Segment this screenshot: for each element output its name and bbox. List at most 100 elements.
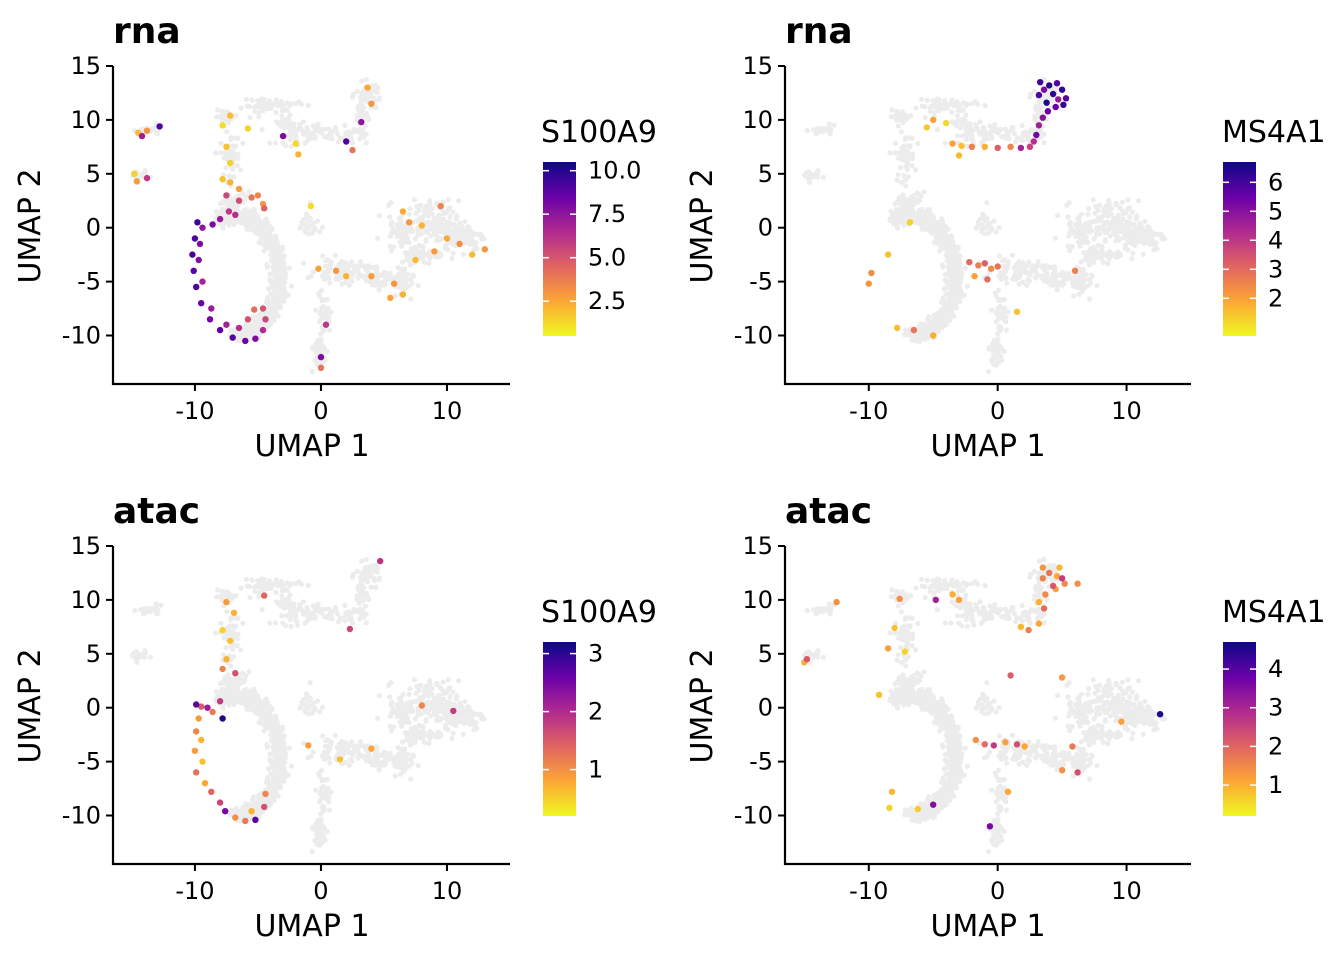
expression-point bbox=[206, 316, 214, 323]
colorbar-tick-label: 7.5 bbox=[588, 200, 626, 228]
expression-point bbox=[984, 276, 991, 283]
expression-point bbox=[469, 251, 476, 258]
background-cell bbox=[402, 266, 408, 272]
expression-point bbox=[1007, 143, 1014, 150]
background-cell bbox=[269, 789, 275, 795]
expression-point bbox=[208, 305, 215, 312]
background-cell bbox=[262, 712, 268, 718]
background-cell bbox=[255, 805, 261, 811]
background-cell bbox=[891, 219, 898, 225]
background-cell bbox=[915, 140, 921, 146]
y-tick-label: 5 bbox=[86, 160, 101, 188]
x-tick-label: 10 bbox=[432, 397, 463, 425]
background-cell bbox=[252, 109, 258, 115]
background-cell bbox=[268, 227, 274, 233]
background-cell bbox=[922, 115, 928, 121]
background-cell bbox=[895, 172, 901, 178]
expression-point bbox=[1037, 79, 1044, 86]
expression-point bbox=[988, 265, 995, 272]
background-cell bbox=[296, 126, 302, 132]
expression-point bbox=[244, 316, 252, 323]
background-cell bbox=[820, 174, 827, 180]
background-cell bbox=[921, 189, 927, 195]
expression-point bbox=[317, 353, 325, 361]
expression-point bbox=[227, 112, 234, 119]
background-cell bbox=[1061, 281, 1067, 287]
background-cell bbox=[250, 207, 256, 213]
expression-point bbox=[431, 248, 438, 255]
background-cell bbox=[266, 784, 272, 790]
background-cell bbox=[227, 214, 233, 220]
background-cell bbox=[266, 766, 272, 772]
background-cell bbox=[271, 772, 277, 778]
expression-point bbox=[368, 100, 375, 107]
expression-point bbox=[975, 262, 982, 269]
background-cell bbox=[243, 222, 249, 228]
background-cell bbox=[403, 257, 409, 263]
expression-point bbox=[235, 185, 243, 193]
background-cell bbox=[396, 276, 402, 282]
background-cell bbox=[934, 324, 941, 330]
background-cell bbox=[428, 233, 434, 239]
expression-point bbox=[242, 337, 249, 345]
background-cell bbox=[888, 209, 894, 215]
expression-point bbox=[262, 316, 269, 323]
background-cell bbox=[996, 253, 1003, 259]
background-cell bbox=[1119, 199, 1126, 205]
background-cell bbox=[305, 102, 312, 109]
background-cell bbox=[892, 140, 899, 146]
background-cell bbox=[264, 219, 270, 225]
expression-point bbox=[412, 256, 419, 264]
background-cell bbox=[223, 165, 229, 171]
expression-point bbox=[1040, 86, 1048, 93]
expression-point bbox=[906, 219, 914, 226]
expression-point bbox=[1058, 86, 1066, 93]
background-cell bbox=[410, 272, 416, 278]
background-cell bbox=[247, 218, 253, 224]
y-tick-label: -10 bbox=[734, 321, 773, 349]
background-cell bbox=[394, 221, 400, 227]
expression-point bbox=[191, 235, 199, 242]
background-cell bbox=[1093, 218, 1099, 224]
expression-point bbox=[143, 174, 151, 182]
background-cell bbox=[1108, 253, 1114, 259]
background-cell bbox=[405, 251, 411, 257]
expression-point bbox=[1030, 138, 1038, 145]
background-cell bbox=[244, 103, 250, 109]
background-cell bbox=[302, 226, 309, 233]
background-cell bbox=[337, 135, 343, 141]
background-cell bbox=[957, 261, 963, 267]
background-cell bbox=[238, 167, 244, 173]
background-cell bbox=[938, 232, 944, 238]
background-cell bbox=[998, 276, 1004, 282]
background-cell bbox=[269, 761, 275, 767]
background-cell bbox=[376, 213, 382, 219]
background-cell bbox=[1000, 309, 1007, 315]
background-cell bbox=[287, 112, 293, 118]
expression-point bbox=[279, 132, 287, 140]
expression-point bbox=[958, 142, 965, 149]
background-cell bbox=[934, 127, 940, 133]
background-cell bbox=[326, 267, 332, 273]
background-cell bbox=[425, 202, 431, 208]
background-cell bbox=[427, 198, 433, 204]
background-cell bbox=[898, 198, 904, 204]
background-cell bbox=[214, 209, 220, 215]
background-cell bbox=[281, 103, 287, 109]
background-cell bbox=[1134, 213, 1140, 219]
background-cell bbox=[1122, 234, 1129, 240]
background-cell bbox=[354, 88, 360, 94]
background-cell bbox=[363, 76, 369, 83]
background-cell bbox=[319, 224, 326, 230]
background-cell bbox=[388, 200, 394, 206]
background-cell bbox=[1001, 348, 1007, 355]
background-cell bbox=[312, 307, 319, 313]
background-cell bbox=[229, 149, 235, 155]
expression-point bbox=[1062, 95, 1070, 102]
background-cell bbox=[919, 332, 925, 338]
background-cell bbox=[426, 260, 432, 267]
y-tick-label: -5 bbox=[749, 268, 773, 296]
background-cell bbox=[990, 126, 996, 132]
background-cell bbox=[271, 753, 277, 759]
background-cell bbox=[986, 368, 992, 375]
